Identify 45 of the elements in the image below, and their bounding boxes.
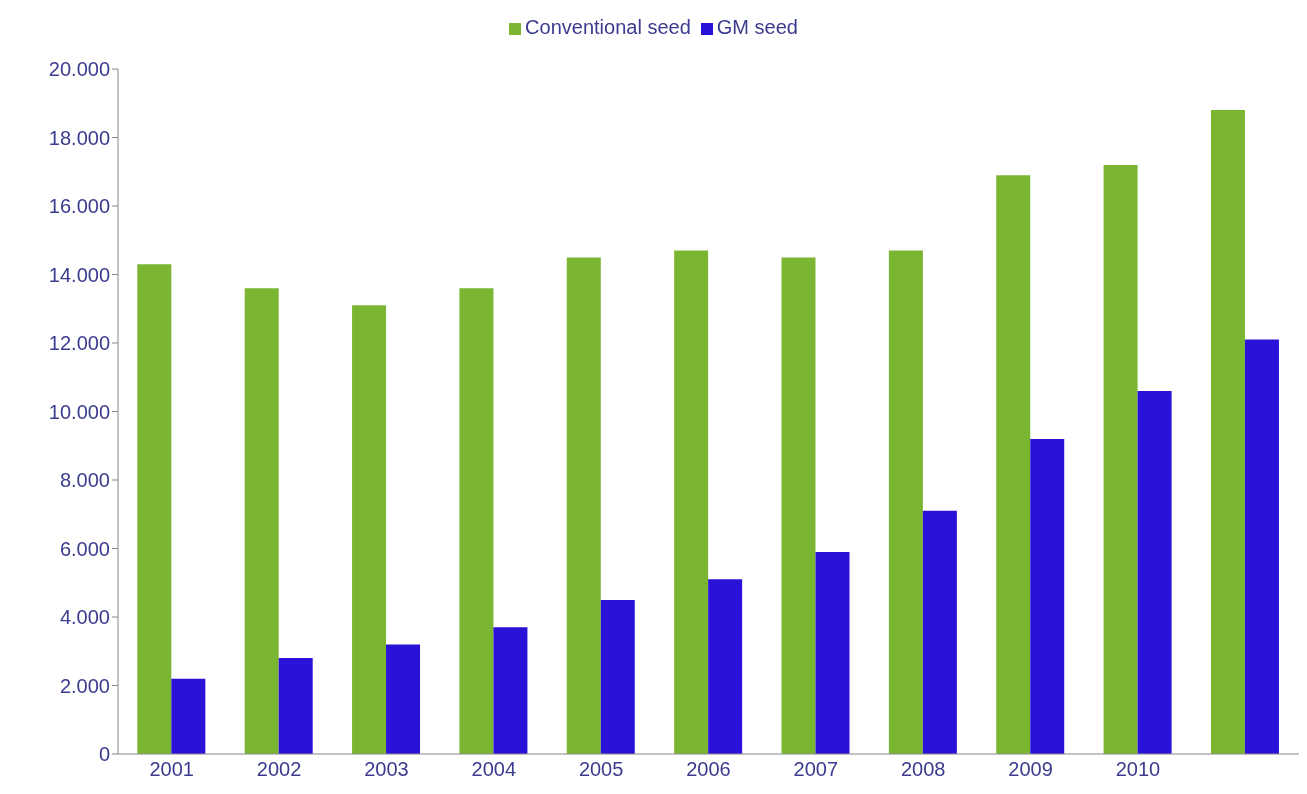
bar	[352, 305, 387, 754]
bar	[922, 510, 957, 754]
legend-label: GM seed	[716, 16, 798, 38]
y-tick-label: 14.000	[48, 263, 110, 286]
y-tick-label: 2.000	[59, 674, 110, 697]
bar	[386, 644, 421, 754]
y-tick-label: 10.000	[48, 400, 110, 423]
y-tick-label: 18.000	[48, 126, 110, 149]
bar	[1103, 164, 1138, 754]
bar	[888, 250, 923, 754]
bar	[815, 551, 850, 754]
bar	[600, 599, 635, 754]
bar	[781, 257, 816, 754]
y-tick-label: 8.000	[59, 469, 110, 492]
x-tick-label: 2008	[900, 758, 946, 781]
bar	[674, 250, 709, 754]
y-tick-label: 20.000	[48, 58, 110, 81]
x-tick-label: 2003	[364, 758, 409, 781]
bar	[244, 288, 279, 754]
x-tick-label: 2007	[793, 758, 839, 781]
x-tick-label: 2009	[1008, 758, 1053, 781]
y-tick-label: 4.000	[59, 606, 110, 629]
bar	[171, 678, 206, 754]
y-tick-label: 16.000	[48, 195, 110, 218]
y-tick-label: 12.000	[48, 332, 110, 355]
y-tick-label: 6.000	[59, 537, 110, 560]
bar	[1137, 390, 1172, 754]
y-tick-label: 0	[98, 743, 110, 766]
bar	[137, 264, 172, 754]
legend-label: Conventional seed	[525, 16, 691, 38]
bar	[566, 257, 601, 754]
x-tick-label: 2004	[471, 758, 517, 781]
bar	[996, 175, 1031, 754]
bar	[1030, 438, 1065, 754]
x-tick-label: 2002	[256, 758, 302, 781]
bar	[708, 579, 743, 754]
x-tick-label: 2001	[149, 758, 194, 781]
bar	[278, 658, 313, 754]
bar	[459, 288, 494, 754]
bar	[1210, 110, 1245, 754]
bar	[493, 627, 528, 754]
x-tick-label: 2005	[578, 758, 624, 781]
x-tick-label: 2010	[1115, 758, 1161, 781]
bar	[1244, 339, 1279, 754]
x-tick-label: 2006	[686, 758, 731, 781]
